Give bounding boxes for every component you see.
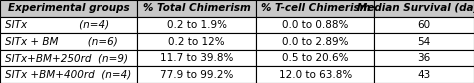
Bar [137, 66, 256, 83]
Bar [137, 17, 256, 33]
Text: SITx + BM         (n=6): SITx + BM (n=6) [5, 37, 118, 46]
Text: 0.0 to 0.88%: 0.0 to 0.88% [282, 20, 348, 30]
Bar [374, 66, 474, 83]
Text: SITx                (n=4): SITx (n=4) [5, 20, 109, 30]
Text: Experimental groups: Experimental groups [8, 3, 129, 13]
Text: 36: 36 [418, 53, 431, 63]
Text: SITx +BM+400rd  (n=4): SITx +BM+400rd (n=4) [5, 70, 131, 80]
Text: 0.0 to 2.89%: 0.0 to 2.89% [282, 37, 348, 46]
Text: SITx+BM+250rd  (n=9): SITx+BM+250rd (n=9) [5, 53, 128, 63]
Bar [0, 0, 137, 17]
Bar [374, 17, 474, 33]
Text: 0.5 to 20.6%: 0.5 to 20.6% [282, 53, 348, 63]
Bar [374, 0, 474, 17]
Bar [374, 33, 474, 50]
Bar [0, 50, 137, 66]
Bar [137, 0, 256, 17]
Bar [137, 33, 256, 50]
Text: 77.9 to 99.2%: 77.9 to 99.2% [160, 70, 233, 80]
Text: 0.2 to 1.9%: 0.2 to 1.9% [167, 20, 227, 30]
Text: % T-cell Chimerism: % T-cell Chimerism [261, 3, 370, 13]
Bar [256, 17, 374, 33]
Text: 43: 43 [418, 70, 431, 80]
Text: % Total Chimerism: % Total Chimerism [143, 3, 251, 13]
Bar [374, 50, 474, 66]
Bar [0, 17, 137, 33]
Bar [0, 66, 137, 83]
Text: 60: 60 [418, 20, 431, 30]
Bar [137, 50, 256, 66]
Text: 54: 54 [418, 37, 431, 46]
Text: 11.7 to 39.8%: 11.7 to 39.8% [160, 53, 233, 63]
Text: 12.0 to 63.8%: 12.0 to 63.8% [279, 70, 352, 80]
Bar [256, 0, 374, 17]
Text: Median Survival (days): Median Survival (days) [357, 3, 474, 13]
Bar [256, 66, 374, 83]
Bar [0, 33, 137, 50]
Bar [256, 33, 374, 50]
Text: 0.2 to 12%: 0.2 to 12% [168, 37, 225, 46]
Bar [256, 50, 374, 66]
